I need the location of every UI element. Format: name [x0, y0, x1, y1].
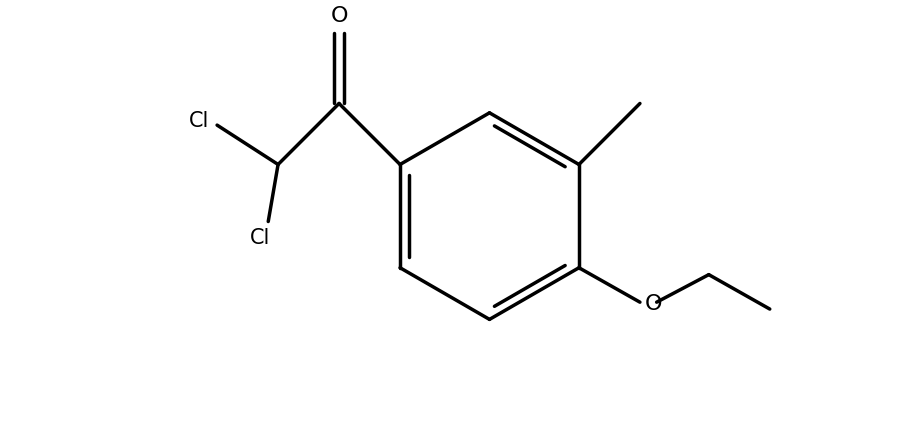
Text: O: O: [644, 294, 663, 314]
Text: Cl: Cl: [251, 229, 271, 248]
Text: O: O: [330, 6, 348, 26]
Text: Cl: Cl: [189, 111, 209, 131]
